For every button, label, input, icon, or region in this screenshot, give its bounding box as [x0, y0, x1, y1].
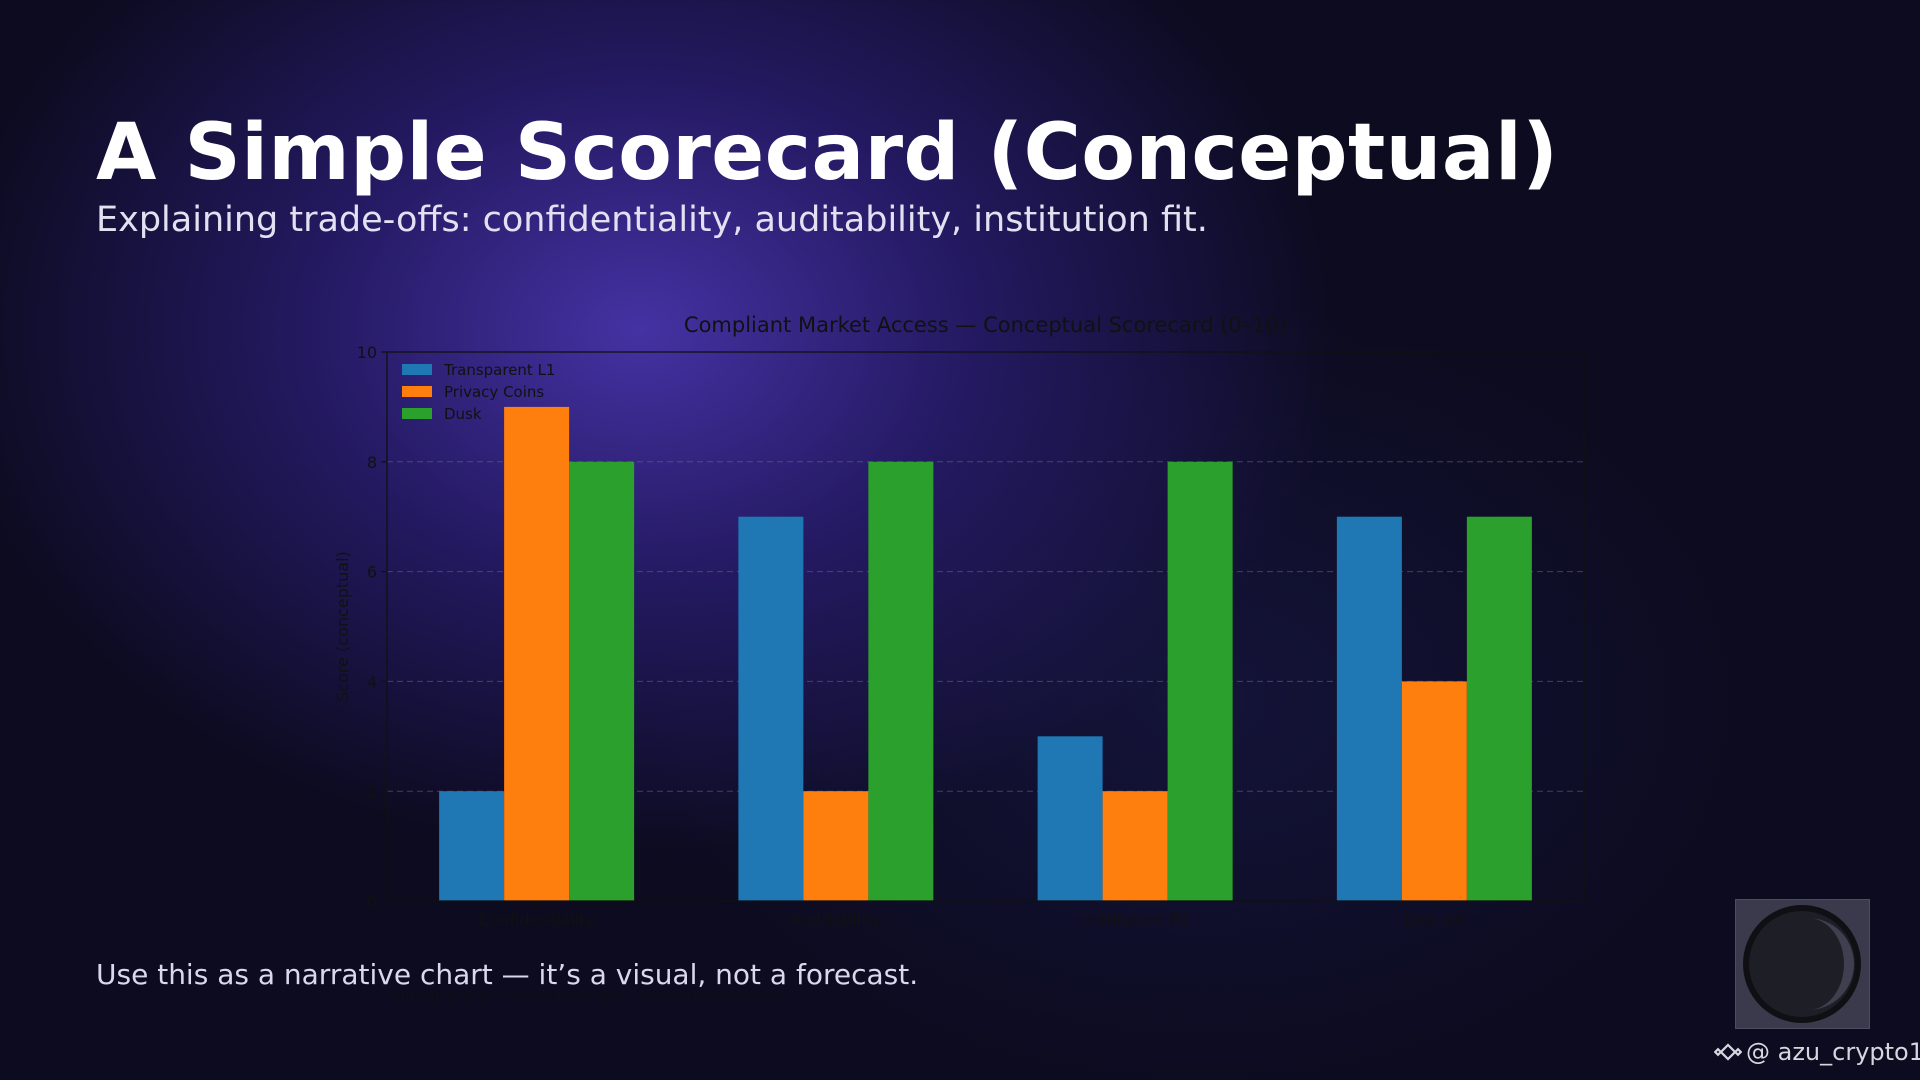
plot-frame: [386, 351, 1585, 902]
y-tick-label: 10: [357, 343, 377, 362]
watermark: @ azu_crypto1: [1714, 1038, 1920, 1066]
bar-dusk: [1167, 461, 1233, 901]
bar-privacy-coins: [1102, 791, 1168, 901]
bar-transparent-l1: [1336, 516, 1402, 901]
y-tick-label: 0: [367, 892, 377, 911]
legend-swatch: [402, 386, 432, 397]
x-tick-label: Auditability: [790, 910, 881, 929]
bar-dusk: [1466, 516, 1532, 901]
bar-transparent-l1: [738, 516, 804, 901]
slide-title: A Simple Scorecard (Conceptual): [96, 108, 1559, 198]
bar-dusk: [569, 461, 635, 901]
binance-icon: [1714, 1043, 1742, 1061]
slide-subtitle: Explaining trade-offs: confidentiality, …: [96, 200, 1208, 240]
legend-swatch: [402, 364, 432, 375]
legend-label: Transparent L1: [443, 361, 555, 379]
y-tick-label: 8: [367, 453, 377, 472]
bar-privacy-coins: [803, 791, 869, 901]
y-tick-label: 6: [367, 563, 377, 582]
y-tick-label: 2: [367, 782, 377, 801]
legend-swatch: [402, 408, 432, 419]
chart-title: Compliant Market Access — Conceptual Sco…: [684, 313, 1287, 337]
footer-note: Use this as a narrative chart — it’s a v…: [96, 958, 919, 991]
y-axis-label: Score (conceptual): [333, 551, 352, 702]
bar-transparent-l1: [1037, 736, 1103, 901]
bar-privacy-coins: [1401, 681, 1467, 901]
x-tick-label: Institution Fit: [1083, 910, 1188, 929]
watermark-text: @ azu_crypto1: [1746, 1038, 1920, 1066]
bar-dusk: [868, 461, 934, 901]
x-tick-label: Confidentiality: [478, 910, 594, 929]
y-tick-label: 4: [367, 672, 377, 691]
bar-transparent-l1: [439, 791, 505, 901]
logo: [1735, 899, 1870, 1029]
moon-logo-icon: [1743, 905, 1861, 1023]
bar-privacy-coins: [504, 406, 570, 901]
chart-footnote: Illustrative only — not financial data, …: [390, 989, 784, 1004]
legend-label: Privacy Coins: [444, 383, 544, 401]
x-tick-label: Dev UX: [1405, 910, 1464, 929]
legend-label: Dusk: [444, 405, 482, 423]
